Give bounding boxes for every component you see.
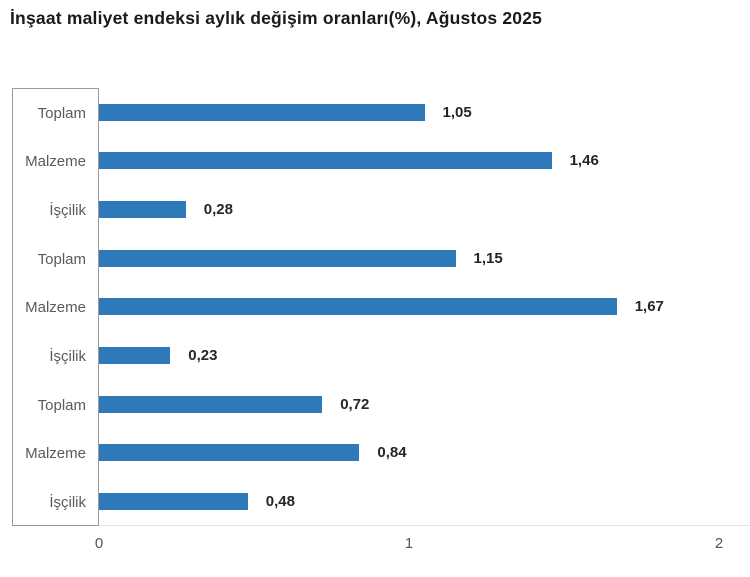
bar-row: 0,28 — [99, 185, 750, 234]
x-axis: 0 1 2 — [12, 527, 750, 561]
bar — [99, 493, 248, 511]
bar-row: 0,84 — [99, 429, 750, 478]
value-label: 0,48 — [265, 493, 295, 511]
value-label: 0,23 — [188, 347, 218, 365]
bar — [99, 201, 186, 219]
bar — [99, 347, 171, 365]
bar-row: 1,46 — [99, 137, 750, 186]
value-label: 0,72 — [340, 395, 370, 413]
bar-row: 1,05 — [99, 88, 750, 137]
value-label: 0,84 — [377, 444, 407, 462]
bar-row: 0,23 — [99, 331, 750, 380]
x-tick-label: 0 — [94, 535, 104, 552]
category-label: İşçilik — [49, 494, 86, 512]
value-label: 0,28 — [203, 201, 233, 219]
bar-row: 1,15 — [99, 234, 750, 283]
category-axis: Toplam Malzeme İşçilik Toplam Malzeme İşçilik… — [12, 88, 99, 526]
bar-row: 1,67 — [99, 283, 750, 332]
category-label: Toplam — [37, 396, 86, 414]
category-label: İşçilik — [49, 202, 86, 220]
category-label: Toplam — [37, 104, 86, 122]
value-label: 1,15 — [473, 249, 503, 267]
category-label: Malzeme — [25, 445, 86, 463]
bar — [99, 249, 456, 267]
bar — [99, 395, 323, 413]
value-label: 1,46 — [569, 152, 599, 170]
value-label: 1,05 — [442, 103, 472, 121]
value-label: 1,67 — [634, 298, 664, 316]
bar — [99, 152, 552, 170]
x-tick-label: 2 — [714, 535, 724, 552]
plot-area: 1,05 1,46 0,28 1,15 1,67 0,23 0,72 0,84 0,48 — [99, 88, 750, 526]
chart-title: İnşaat maliyet endeksi aylık değişim ora… — [10, 8, 543, 28]
bar-row: 0,72 — [99, 380, 750, 429]
category-label: Toplam — [37, 250, 86, 268]
category-label: Malzeme — [25, 153, 86, 171]
x-tick-label: 1 — [404, 535, 414, 552]
bar-row: 0,48 — [99, 477, 750, 526]
category-label: İşçilik — [49, 348, 86, 366]
bar-chart: Toplam Malzeme İşçilik Toplam Malzeme İşçilik… — [12, 88, 750, 526]
bar — [99, 103, 425, 121]
bar — [99, 444, 360, 462]
bar — [99, 298, 617, 316]
category-label: Malzeme — [25, 299, 86, 317]
